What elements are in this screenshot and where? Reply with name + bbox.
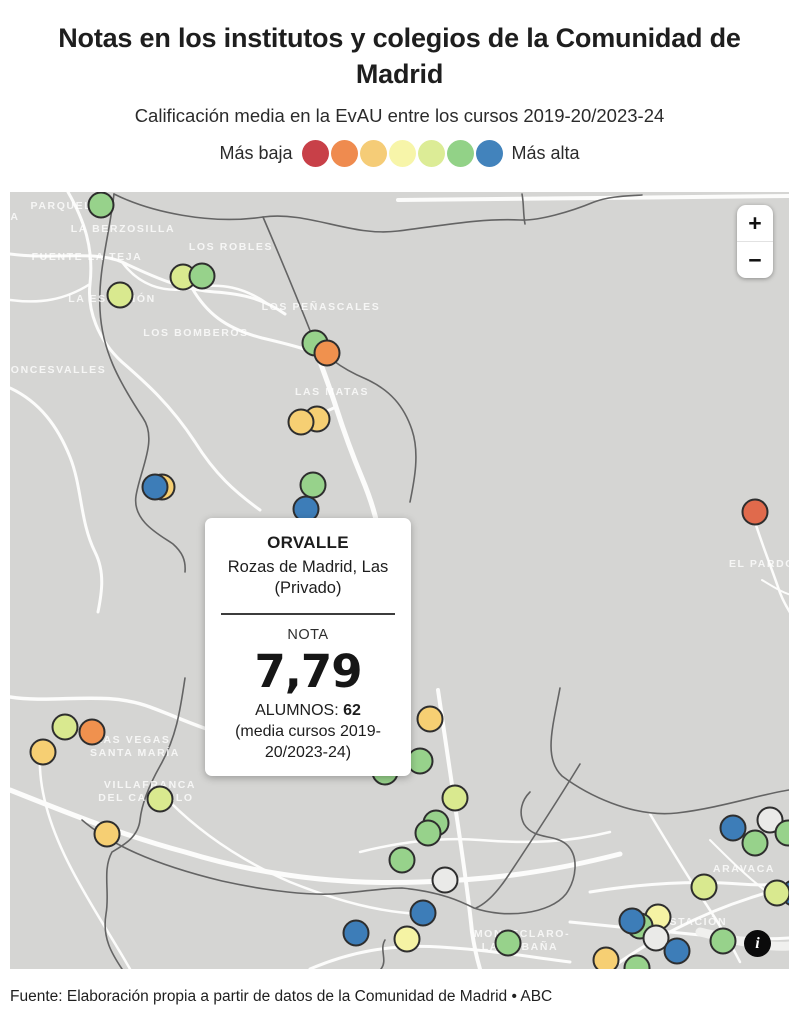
map-place-label: RONCESVALLES (10, 364, 106, 376)
map-place-label: LA BERZOSILLA (71, 223, 175, 235)
map-place-label: SANTA MARÍA (90, 746, 180, 759)
map-layers: A PARQUELA LA BERZOSILLA LOS ROBLES FUENTE L… (10, 192, 789, 969)
legend-color-swatch (388, 139, 416, 167)
school-dot[interactable] (709, 927, 737, 955)
school-dot[interactable] (642, 924, 670, 952)
school-dot[interactable] (93, 820, 121, 848)
map-place-label: A (10, 211, 19, 223)
zoom-out-button[interactable]: − (748, 246, 762, 273)
school-dot[interactable] (756, 806, 784, 834)
map-place-label: DEL CASTILLO (98, 792, 193, 804)
school-dot[interactable] (388, 846, 416, 874)
legend-swatches (301, 139, 503, 167)
school-dots-layer (29, 192, 790, 970)
school-dot[interactable] (618, 907, 646, 935)
legend-color-swatch (301, 139, 329, 167)
school-dot[interactable] (414, 819, 442, 847)
school-tooltip: ORVALLE Rozas de Madrid, Las (Privado) N… (205, 518, 411, 776)
color-legend: Más baja Más alta (0, 139, 799, 167)
map-place-label: LAS MATAS (295, 386, 369, 398)
legend-color-swatch (475, 139, 503, 167)
school-dot[interactable] (741, 829, 769, 857)
school-dot[interactable] (141, 473, 169, 501)
map-zoom-control: + − (737, 205, 773, 278)
tooltip-location: Rozas de Madrid, Las (227, 558, 389, 576)
zoom-in-button[interactable]: + (737, 205, 773, 242)
source-attribution: Fuente: Elaboración propia a partir de d… (10, 988, 553, 1005)
map-place-label: EL PARDO (729, 558, 789, 570)
tooltip-alumnos-label: ALUMNOS: (255, 701, 344, 719)
school-dot[interactable] (592, 946, 620, 970)
info-icon[interactable]: i (744, 930, 771, 957)
map-place-label: LOS BOMBEROS (143, 327, 249, 339)
legend-color-swatch (359, 139, 387, 167)
school-dot[interactable] (51, 713, 79, 741)
school-dot[interactable] (774, 819, 790, 847)
school-dot[interactable] (623, 954, 651, 970)
header: Notas en los institutos y colegios de la… (0, 0, 799, 167)
school-dot[interactable] (299, 471, 327, 499)
school-dot[interactable] (441, 784, 469, 812)
map-place-label: ARAVACA (713, 863, 775, 875)
school-dot[interactable] (663, 937, 691, 965)
school-dot[interactable] (406, 747, 434, 775)
school-dot[interactable] (342, 919, 370, 947)
map-canvas[interactable]: A PARQUELA LA BERZOSILLA LOS ROBLES FUENTE L… (10, 192, 789, 969)
legend-color-swatch (330, 139, 358, 167)
school-dot[interactable] (87, 192, 115, 219)
boundaries-layer (81, 193, 789, 969)
map-place-label: VILLAFRANCA (104, 779, 196, 791)
school-dot[interactable] (78, 718, 106, 746)
map-place-label: FUENTE LA TEJA (32, 251, 143, 263)
page-title: Notas en los institutos y colegios de la… (58, 23, 741, 90)
legend-color-swatch (446, 139, 474, 167)
school-dot[interactable] (494, 929, 522, 957)
school-dot[interactable] (416, 705, 444, 733)
page-subtitle: Calificación media en la EvAU entre los … (134, 104, 665, 126)
map-place-label: LOS ROBLES (189, 241, 273, 253)
school-dot[interactable] (409, 899, 437, 927)
tooltip-period: (media cursos 2019-20/2023-24) (235, 722, 381, 761)
map-place-label: LOS PEÑASCALES (262, 300, 381, 313)
school-dot[interactable] (146, 785, 174, 813)
school-dot[interactable] (741, 498, 769, 526)
school-dot[interactable] (313, 339, 341, 367)
tooltip-divider (221, 612, 395, 615)
tooltip-nota-label: NOTA (287, 626, 329, 643)
school-dot[interactable] (763, 879, 790, 907)
school-dot[interactable] (393, 925, 421, 953)
map-place-label: ESTACIÓN (661, 915, 727, 928)
school-dot[interactable] (431, 866, 459, 894)
legend-color-swatch (417, 139, 445, 167)
school-dot[interactable] (287, 408, 315, 436)
tooltip-alumnos-value: 62 (343, 701, 361, 719)
map-place-label: MONTECLARO- (474, 928, 570, 940)
school-dot[interactable] (690, 873, 718, 901)
school-dot[interactable] (29, 738, 57, 766)
tooltip-school-name: ORVALLE (267, 533, 349, 552)
map-place-label: LAS VEGAS (95, 734, 170, 746)
legend-low-label: Más baja (219, 142, 293, 163)
tooltip-alumnos: ALUMNOS: 62 (217, 702, 399, 720)
legend-high-label: Más alta (511, 142, 580, 163)
school-dot[interactable] (719, 814, 747, 842)
school-dot[interactable] (188, 262, 216, 290)
tooltip-school-type: (Privado) (274, 579, 342, 598)
tooltip-nota-value: 7,79 (254, 644, 362, 698)
map-place-label: PARQUELA (31, 200, 102, 212)
school-dot[interactable] (106, 281, 134, 309)
